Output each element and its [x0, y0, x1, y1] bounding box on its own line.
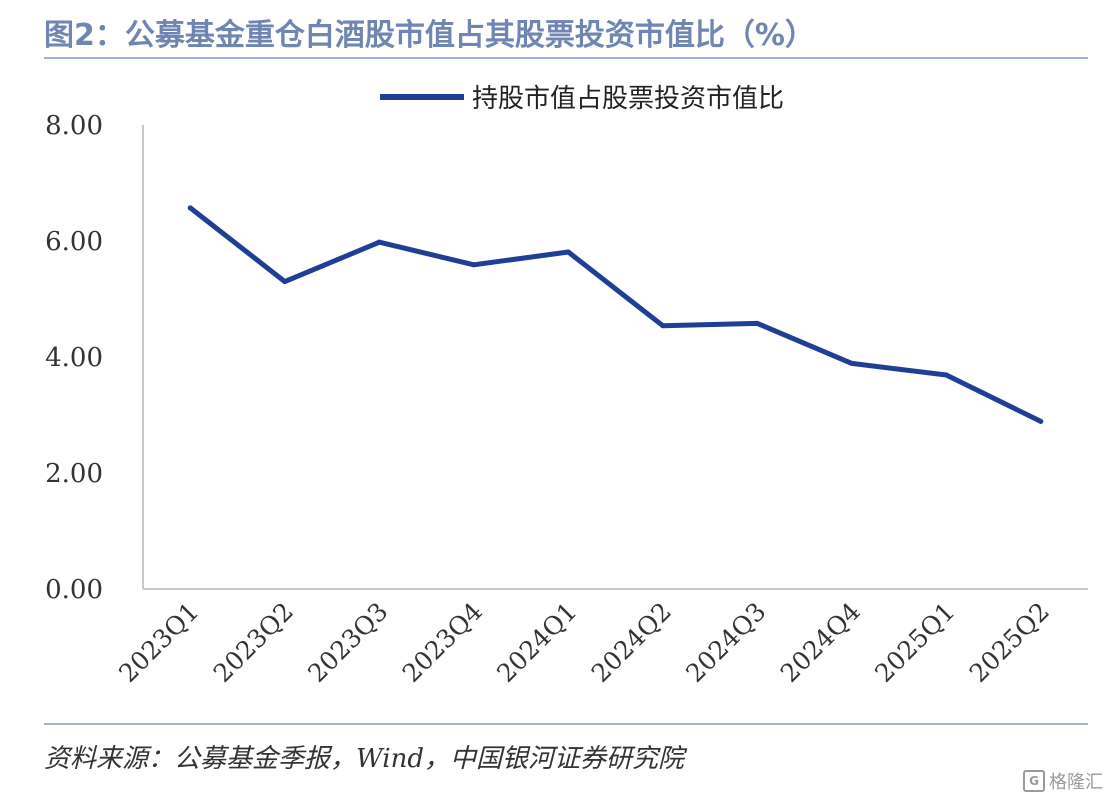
- x-tick-label: 2024Q4: [775, 597, 866, 688]
- data-point: [282, 279, 288, 285]
- legend-label: 持股市值占股票投资市值比: [472, 84, 784, 114]
- x-tick-label: 2024Q1: [491, 597, 582, 688]
- source-note: 资料来源：公募基金季报，Wind，中国银河证券研究院: [44, 744, 684, 774]
- y-tick-label: 4.00: [45, 343, 103, 373]
- title-divider: [44, 57, 1088, 59]
- x-tick-label: 2023Q3: [302, 597, 393, 688]
- y-tick-label: 0.00: [45, 575, 103, 605]
- watermark-text: 格隆汇: [1049, 772, 1103, 793]
- y-tick-label: 6.00: [45, 227, 103, 257]
- x-tick-label: 2024Q2: [586, 597, 677, 688]
- data-point: [1038, 418, 1044, 424]
- chart-legend: 持股市值占股票投资市值比: [380, 84, 784, 114]
- data-point: [660, 323, 666, 329]
- data-point: [849, 360, 855, 366]
- data-point: [187, 205, 193, 211]
- x-tick-label: 2023Q4: [397, 597, 488, 688]
- x-tick-label: 2023Q1: [113, 597, 204, 688]
- x-tick-label: 2025Q2: [964, 597, 1055, 688]
- series-line: [187, 205, 1044, 424]
- data-point: [754, 320, 760, 326]
- x-tick-label: 2023Q2: [208, 597, 299, 688]
- chart-title: 图2：公募基金重仓白酒股市值占其股票投资市值比（%）: [44, 18, 815, 53]
- data-point: [376, 239, 382, 245]
- y-tick-label: 8.00: [45, 111, 103, 141]
- data-point: [471, 262, 477, 268]
- y-tick-label: 2.00: [45, 459, 103, 489]
- source-divider: [44, 723, 1088, 725]
- x-tick-label: 2024Q3: [680, 597, 771, 688]
- chart-marks: [187, 205, 1044, 424]
- x-tick-label: 2025Q1: [869, 597, 960, 688]
- watermark: G 格隆汇: [1023, 768, 1103, 794]
- gelonghui-logo-icon: G: [1023, 770, 1045, 792]
- data-point: [565, 249, 571, 255]
- data-point: [943, 372, 949, 378]
